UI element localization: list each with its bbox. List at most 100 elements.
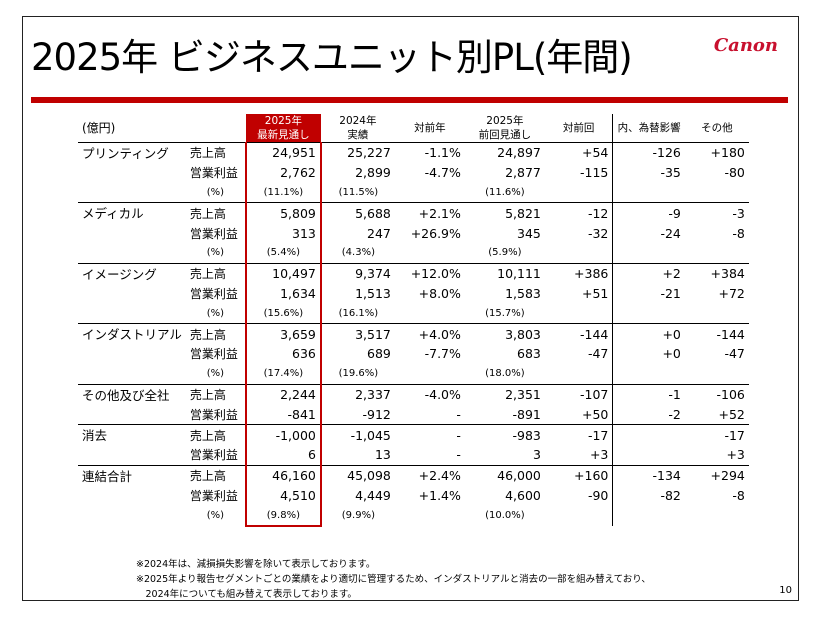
cell-vs-prev: +51: [582, 285, 609, 301]
cell-actual: (4.3%): [341, 247, 375, 259]
cell-actual: -912: [362, 406, 391, 422]
cell-fc-new: 6: [244, 444, 322, 466]
cell-yoy: +1.4%: [418, 487, 461, 503]
cell-fc-new: 5,809: [244, 202, 322, 224]
cell-vs-prev: [545, 183, 613, 203]
cell-yoy: +2.4%: [394, 464, 465, 486]
cell-actual: 247: [367, 225, 391, 241]
cell-vs-prev: +3: [589, 447, 609, 463]
cell-vs-prev: +160: [544, 464, 613, 486]
cell-actual: (16.1%): [338, 307, 379, 319]
table-row: 営業利益 313 247 +26.9% 345 -32 -24 -8: [78, 223, 749, 243]
cell-yoy: [395, 243, 465, 263]
cell-vs-prev: -12: [544, 202, 613, 224]
cell-fx: [612, 444, 685, 466]
col-yoy-header: 対前年: [394, 114, 465, 143]
footnote: ※2025年より報告セグメントごとの業績をより適切に管理するため、インダストリア…: [136, 574, 651, 585]
row-label: 売上高: [185, 464, 246, 486]
cell-fx: [612, 424, 685, 445]
cell-vs-prev: -32: [587, 225, 609, 241]
segment-name: 連結合計: [78, 464, 186, 527]
cell-yoy: -: [456, 406, 461, 422]
row-label: 営業利益: [189, 286, 238, 301]
row-label: 営業利益: [189, 448, 238, 463]
segment-name: プリンティング: [78, 141, 186, 203]
cell-other: -17: [684, 424, 749, 445]
row-label: 売上高: [185, 424, 246, 445]
cell-fc-new: 10,497: [244, 262, 322, 284]
segment-name: イメージング: [78, 262, 186, 324]
segment-name: 消去: [78, 424, 186, 466]
cell-vs-prev: -17: [544, 424, 613, 445]
footnote: ※2024年は、減損損失影響を除いて表示しております。: [136, 559, 376, 570]
table-row: メディカル 売上高 5,809 5,688 +2.1% 5,821 -12 -9 -3: [78, 202, 749, 264]
table-row: 営業利益 4,510 4,449 +1.4% 4,600 -90 -82 -8: [78, 485, 749, 506]
cell-fx: -35: [612, 162, 685, 183]
col-other-header: その他: [684, 114, 749, 143]
table-row: 営業利益 2,762 2,899 -4.7% 2,877 -115 -35 -80: [78, 162, 749, 183]
table-row: イメージング 売上高 10,497 9,374 +12.0% 10,111 +386 +2 +3…: [78, 262, 749, 324]
row-label: 売上高: [185, 383, 246, 405]
cell-other: +294: [684, 464, 749, 486]
cell-yoy: -: [456, 447, 461, 463]
row-label: 売上高: [185, 141, 246, 163]
cell-fc-new: (9.8%): [244, 505, 322, 528]
cell-actual: 45,098: [320, 464, 395, 486]
cell-fc-new: (15.6%): [244, 303, 322, 324]
cell-fc-prev: (15.7%): [485, 307, 525, 319]
table-row: インダストリアル 売上高 3,659 3,517 +4.0% 3,803 -144 +0 -14…: [78, 323, 749, 385]
canon-logo: Canon: [713, 35, 778, 56]
cell-yoy: [395, 364, 465, 384]
table-row: (%) (9.8%) (9.9%) (10.0%): [78, 505, 749, 528]
cell-fc-prev: 683: [517, 346, 541, 362]
cell-actual: -1,045: [320, 424, 395, 445]
cell-fx: [612, 363, 685, 385]
cell-yoy: -4.0%: [394, 383, 465, 405]
col-fc-prev-header: 2025年 前回見通し: [464, 114, 545, 143]
table-row: 営業利益 -841 -912 - -891 +50 -2 +52: [78, 404, 749, 425]
slide: 2025年 ビジネスユニット別PL(年間) Canon (億円) 2025年 最新…: [22, 16, 799, 601]
cell-fc-prev: 10,111: [464, 262, 545, 284]
cell-fc-prev: 3,803: [464, 323, 545, 344]
cell-vs-prev: [545, 364, 613, 384]
cell-fc-new: 636: [244, 343, 322, 364]
footnotes: ※2024年は、減損損失影響を除いて表示しております。 ※2025年より報告セグ…: [136, 557, 651, 602]
cell-fx: -134: [612, 464, 685, 486]
cell-other: +52: [718, 406, 745, 422]
cell-yoy: [395, 183, 465, 203]
cell-fc-prev: 46,000: [464, 464, 545, 486]
cell-fx: -24: [612, 223, 685, 243]
cell-fx: [612, 182, 685, 203]
table-row: (%) (15.6%) (16.1%) (15.7%): [78, 303, 749, 324]
cell-fc-prev: 2,351: [464, 383, 545, 405]
cell-vs-prev: -144: [544, 323, 613, 344]
row-label: (%): [206, 510, 225, 522]
cell-yoy: -7.7%: [424, 346, 461, 362]
cell-fc-prev: (11.6%): [485, 186, 525, 198]
table-row: プリンティング 売上高 24,951 25,227 -1.1% 24,897 +54 -126…: [78, 141, 749, 203]
cell-fx: -2: [612, 404, 685, 425]
row-label: 営業利益: [189, 407, 238, 422]
cell-vs-prev: +386: [544, 262, 613, 284]
cell-actual: 1,513: [355, 285, 391, 301]
cell-other: -80: [724, 165, 745, 181]
cell-fc-prev: (5.9%): [488, 247, 522, 259]
cell-fc-new: 4,510: [244, 485, 322, 506]
cell-fx: +0: [612, 343, 685, 364]
col-fx-header: 内、為替影響: [612, 114, 685, 143]
unit-label: (億円): [78, 114, 246, 143]
cell-fc-new: 1,634: [244, 283, 322, 304]
col-fc-new-header: 2025年 最新見通し: [245, 114, 321, 143]
col-vs-prev-header: 対前回: [544, 114, 613, 143]
cell-fc-prev: 5,821: [464, 202, 545, 224]
page-number: 10: [779, 585, 792, 596]
table-row: 営業利益 1,634 1,513 +8.0% 1,583 +51 -21 +72: [78, 283, 749, 304]
cell-other: -8: [732, 487, 745, 503]
table-row: (%) (11.1%) (11.5%) (11.6%): [78, 182, 749, 203]
row-label: 売上高: [185, 262, 246, 284]
cell-other: -47: [724, 346, 745, 362]
table-body: プリンティング 売上高 24,951 25,227 -1.1% 24,897 +54 -126…: [78, 141, 749, 528]
cell-fc-new: 3,659: [244, 323, 322, 344]
cell-yoy: -4.7%: [424, 165, 461, 181]
cell-yoy: [395, 505, 465, 526]
